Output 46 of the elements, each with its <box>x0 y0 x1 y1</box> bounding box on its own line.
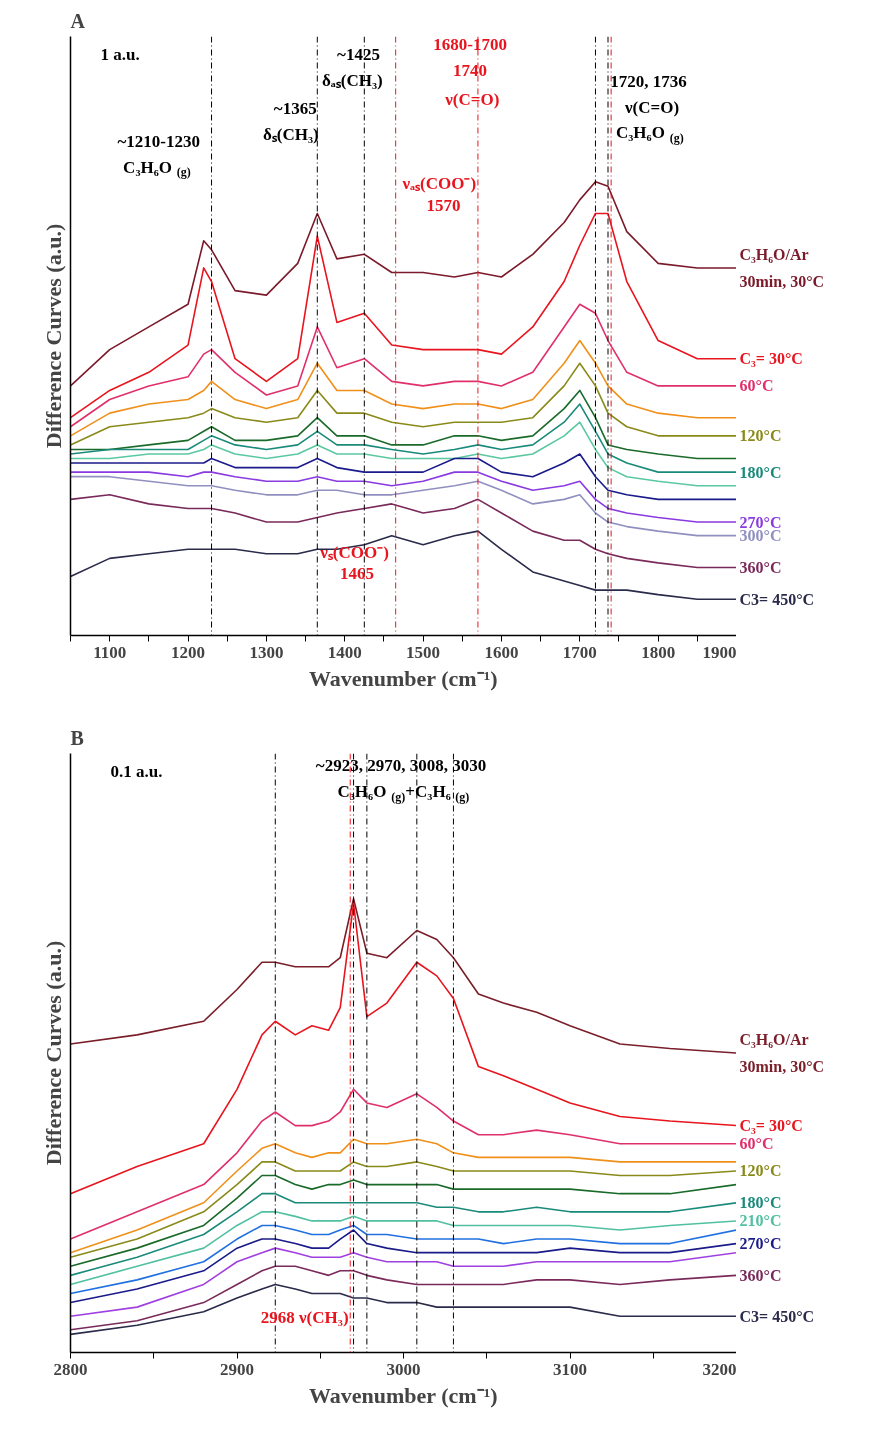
series-label: 180°C <box>739 463 782 481</box>
x-tick-label: 1500 <box>406 642 441 662</box>
x-tick-label: 3200 <box>702 1359 737 1379</box>
x-tick-label: 3100 <box>553 1359 587 1379</box>
series-label: 60°C <box>739 1135 774 1153</box>
series-label: 270°C <box>739 1235 782 1253</box>
ref-line-label: 2968 ν(CH₃) <box>260 1307 349 1327</box>
text: 0.1 a.u. <box>110 762 163 782</box>
series-label: 360°C <box>739 558 782 576</box>
series-label: 120°C <box>739 427 782 445</box>
ref-line-label: 1720, 1736 ν(C=O) C₃H₆O(g) <box>610 72 687 146</box>
ref-line-label: νₐₛ(COO⁻) 1570 <box>401 174 477 215</box>
x-tick-label: 2900 <box>220 1359 254 1379</box>
series-label: C₃H₆O/Ar 30min, 30°C <box>739 1030 825 1076</box>
series-label: C₃H₆O/Ar 30min, 30°C <box>739 245 825 291</box>
ref-line-label: 1680-1700 1740 ν(C=O) <box>433 35 507 110</box>
series-label: C3= 450°C <box>739 1307 815 1325</box>
series-label: 60°C <box>739 377 774 395</box>
series-label: 360°C <box>739 1266 782 1284</box>
ref-line-label: ~1365 δₛ(CH₃) <box>263 99 319 144</box>
series-label: C₃= 30°C <box>739 350 803 368</box>
series-label: 210°C <box>739 1212 782 1230</box>
chart-title: A <box>70 9 86 32</box>
series-label: 120°C <box>739 1162 782 1180</box>
x-tick-label: 1100 <box>93 642 127 662</box>
x-axis-title: Wavenumber (cm⁻¹) <box>309 1382 498 1408</box>
series-label: C₃= 30°C <box>739 1117 803 1135</box>
ref-line-label: νₛ(COO⁻) 1465 <box>319 542 389 584</box>
x-tick-label: 3000 <box>386 1359 421 1379</box>
series-label: C3= 450°C <box>739 590 815 608</box>
ref-line-label: ~1425 δₐₛ(CH₃) <box>322 45 383 90</box>
chart-title: B <box>70 726 84 749</box>
x-tick-label: 1900 <box>702 642 737 662</box>
x-tick-label: 1200 <box>171 642 206 662</box>
x-tick-label: 2800 <box>53 1359 88 1379</box>
series-label: 180°C <box>739 1194 782 1212</box>
x-tick-label: 1300 <box>249 642 284 662</box>
x-tick-label: 1700 <box>562 642 597 662</box>
x-tick-label: 1800 <box>641 642 676 662</box>
x-axis-title: Wavenumber (cm⁻¹) <box>309 665 498 691</box>
x-tick-label: 1400 <box>327 642 362 662</box>
text: 1 a.u. <box>100 45 140 65</box>
y-axis-title: Difference Curves (a.u.) <box>40 223 66 449</box>
y-axis-title: Difference Curves (a.u.) <box>40 940 66 1166</box>
ref-line-label: ~1210-1230 C₃H₆O(g) <box>117 132 200 180</box>
x-tick-label: 1600 <box>484 642 519 662</box>
